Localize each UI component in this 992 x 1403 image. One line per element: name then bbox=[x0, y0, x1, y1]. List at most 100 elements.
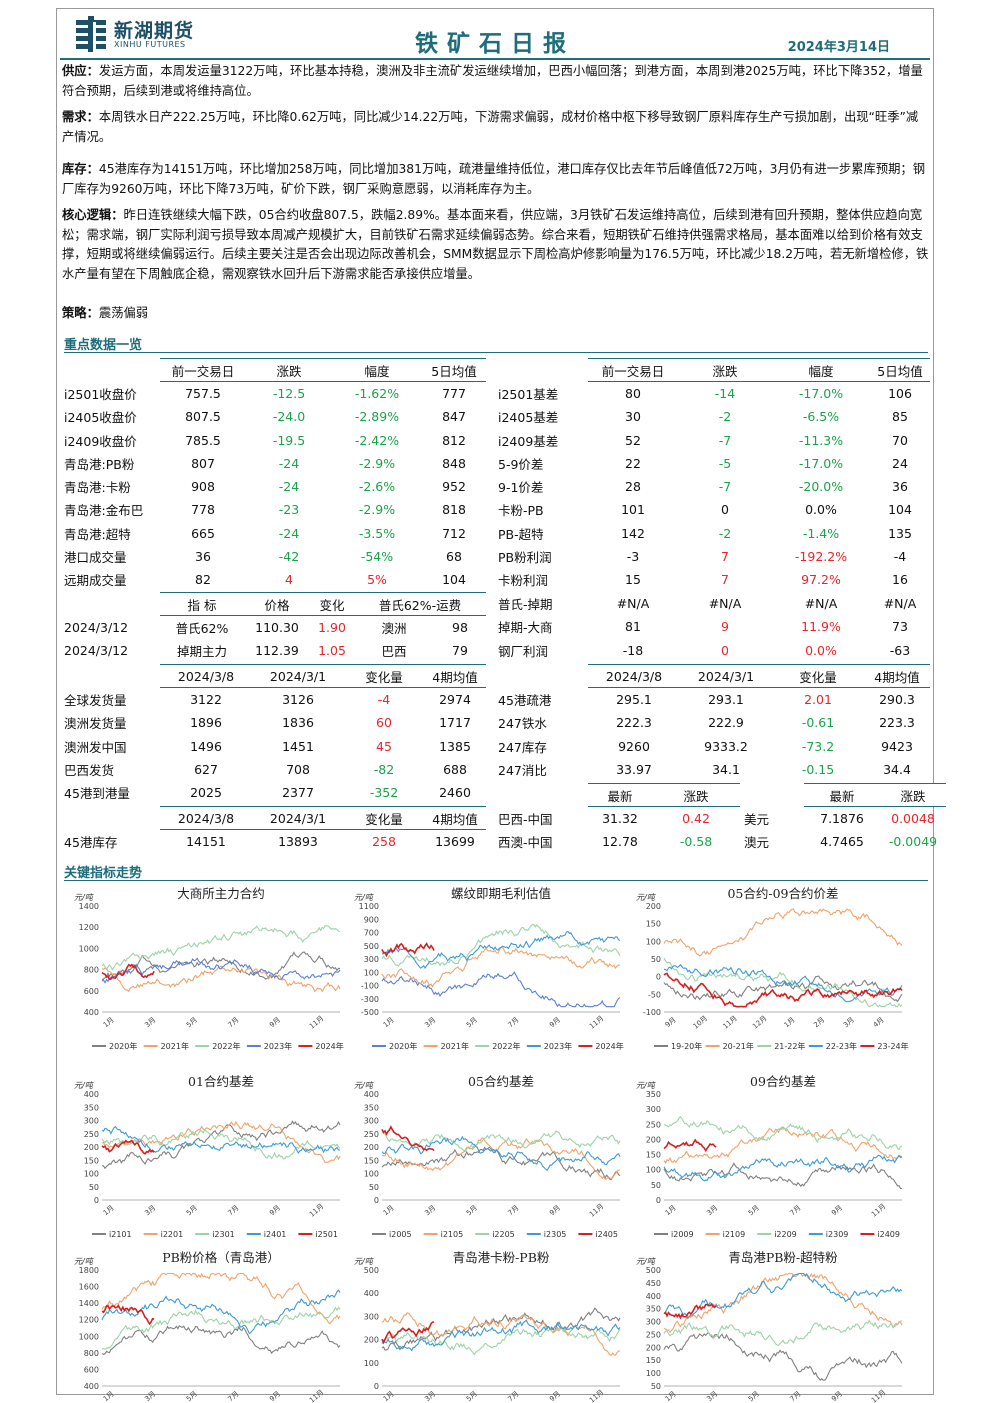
y-tick-label: 0 bbox=[94, 1196, 99, 1205]
x-tick-label: 3月 bbox=[705, 1204, 719, 1218]
fund-right-table-cell: 34.1 bbox=[712, 761, 740, 777]
swap-table-cell: 73 bbox=[892, 619, 908, 635]
fund-right-table-cell: 33.97 bbox=[616, 761, 652, 777]
fund-right-table-cell: 222.3 bbox=[616, 715, 652, 731]
y-tick-label: 50 bbox=[651, 1382, 661, 1391]
series-line bbox=[381, 923, 621, 967]
legend-label: i2301 bbox=[212, 1230, 235, 1239]
spread-table-cell: 70 bbox=[892, 432, 908, 448]
index-table-row: 2024/3/12 掉期主力 112.39 1.05 巴西 79 bbox=[62, 639, 486, 662]
y-tick-label: 350 bbox=[646, 1090, 661, 1099]
x-tick-label: 3月 bbox=[705, 1390, 719, 1403]
series-line bbox=[381, 1321, 435, 1345]
chart-1: 大商所主力合约 元/吨 1400 1200 1000 800 600 400 1月 3月 5月 7月 9… bbox=[70, 886, 360, 1076]
chart-unit: 元/吨 bbox=[74, 1081, 94, 1090]
price-table-cell: 807 bbox=[191, 455, 215, 471]
price-table-cell: 青岛港:PB粉 bbox=[64, 456, 135, 472]
price-table-header-1: 前一交易日 bbox=[160, 357, 246, 383]
fund-left-table-cell: 3126 bbox=[282, 692, 314, 708]
spread-table-cell: 0.0% bbox=[805, 502, 837, 518]
fund-left-table-cell: 1836 bbox=[282, 715, 314, 731]
x-tick-label: 1月 bbox=[382, 1204, 396, 1218]
logic-paragraph: 核心逻辑：昨日连铁继续大幅下跌，05合约收盘807.5，跌幅2.89%。基本面来… bbox=[62, 206, 930, 284]
fund-right-table-row: 247库存 9260 9333.2 -73.2 9423 bbox=[496, 734, 930, 757]
price-table-cell: -23 bbox=[278, 502, 300, 518]
report-date: 2024年3月14日 bbox=[787, 40, 890, 55]
price-table-cell: 952 bbox=[442, 479, 466, 495]
spread-table-header-4: 5日均值 bbox=[870, 357, 930, 383]
spread-table-cell: 85 bbox=[892, 409, 908, 425]
fund-left-table: 基 本 面 2024/3/8 2024/3/1 变化量 4期均值 全球发货量 3122 312… bbox=[62, 663, 486, 804]
strategy-paragraph: 策略：震荡偏弱 bbox=[62, 304, 930, 324]
fund-left2-table-header-4: 4期均值 bbox=[424, 805, 486, 831]
y-tick-label: 250 bbox=[646, 1330, 661, 1339]
y-tick-label: 900 bbox=[364, 915, 379, 924]
fund-left2-table: 基 本 面 2024/3/8 2024/3/1 变化量 4期均值 45港库存 14151 13… bbox=[62, 805, 486, 853]
logo-en: XINHU FUTURES bbox=[114, 40, 186, 49]
spread-table-cell: -11.3% bbox=[798, 432, 844, 448]
chart-title: 05合约基差 bbox=[468, 1074, 534, 1089]
y-tick-label: 300 bbox=[364, 1117, 379, 1126]
y-tick-label: 150 bbox=[646, 920, 661, 929]
price-table-header-2: 涨跌 bbox=[246, 357, 332, 383]
y-tick-label: 50 bbox=[89, 1183, 99, 1192]
x-tick-label: 7月 bbox=[507, 1204, 521, 1218]
fund-right-table-cell: 247库存 bbox=[498, 739, 547, 755]
y-tick-label: 0 bbox=[656, 1196, 661, 1205]
x-tick-label: 9月 bbox=[548, 1390, 562, 1403]
series-line bbox=[663, 1319, 903, 1346]
price-table-cell: 757.5 bbox=[185, 386, 221, 402]
spread-table-cell: -7 bbox=[718, 479, 732, 495]
spread-table-cell: 7 bbox=[721, 549, 729, 565]
series-line bbox=[663, 1162, 902, 1190]
series-line bbox=[101, 1272, 341, 1325]
spread-table-cell: PB粉利润 bbox=[498, 550, 552, 566]
swap-table: 普氏-掉期 #N/A #N/A #N/A #N/A 掉期-大商 81 9 11.9% 73 钢厂利润… bbox=[496, 592, 930, 662]
x-tick-label: 5月 bbox=[747, 1390, 761, 1403]
swap-table-cell: 钢厂利润 bbox=[498, 643, 549, 659]
price-table-cell: 104 bbox=[442, 572, 466, 588]
index-table-header-3: 变化 bbox=[310, 591, 354, 617]
swap-table-cell: 9 bbox=[721, 619, 729, 635]
index-table-cell: 2024/3/12 bbox=[64, 619, 129, 635]
fx-table-header-1: 最新 bbox=[804, 782, 880, 808]
spread-table-row: 卡粉-PB 101 0 0.0% 104 bbox=[496, 498, 930, 521]
x-tick-label: 5月 bbox=[465, 1390, 479, 1403]
fx-table-cell: 澳元 bbox=[744, 835, 770, 851]
y-tick-label: -100 bbox=[643, 1008, 661, 1017]
y-tick-label: -100 bbox=[361, 982, 379, 991]
fund-left-table-cell: 60 bbox=[376, 715, 392, 731]
page-frame bbox=[56, 8, 934, 1395]
chart-title: 大商所主力合约 bbox=[177, 886, 265, 901]
spread-table-cell: 36 bbox=[892, 479, 908, 495]
fund-left-table-cell: 688 bbox=[443, 761, 467, 777]
series-line bbox=[101, 1324, 341, 1356]
fx-table: 汇 率最新 涨跌 美元 7.1876 0.0048 澳元 4.7465 -0.0049 bbox=[742, 782, 946, 853]
x-tick-label: 9月 bbox=[268, 1390, 282, 1403]
freight-table-row: 西澳-中国 12.78 -0.58 bbox=[496, 830, 740, 853]
x-tick-label: 7月 bbox=[507, 1016, 521, 1030]
fx-table-cell: -0.0049 bbox=[888, 834, 938, 850]
price-table-cell: -54% bbox=[360, 549, 394, 565]
fund-right-table-cell: 293.1 bbox=[708, 692, 744, 708]
y-tick-label: 500 bbox=[364, 1266, 379, 1275]
fund-left-table-cell: 巴西发货 bbox=[64, 762, 115, 778]
company-logo: 新湖期货 XINHU FUTURES bbox=[74, 14, 204, 54]
legend-label: i2005 bbox=[389, 1230, 412, 1239]
chart-5: 05合约基差 元/吨 400 350 300 250 200 150 100 50 0 1月 3月 5月 7… bbox=[350, 1074, 640, 1264]
x-tick-label: 9月 bbox=[268, 1016, 282, 1030]
chart-title: 青岛港PB粉-超特粉 bbox=[728, 1250, 838, 1265]
x-tick-label: 9月 bbox=[548, 1204, 562, 1218]
spread-table-cell: -4 bbox=[893, 549, 907, 565]
legend-label: i2405 bbox=[595, 1230, 618, 1239]
spread-table-cell: i2409基差 bbox=[498, 433, 559, 449]
legend-label: i2401 bbox=[264, 1230, 287, 1239]
x-tick-label: 7月 bbox=[227, 1204, 241, 1218]
series-line bbox=[663, 957, 903, 1008]
price-table-row: i2409收盘价 785.5 -19.5 -2.42% 812 bbox=[62, 428, 486, 451]
spread-table-row: 5-9价差 22 -5 -17.0% 24 bbox=[496, 452, 930, 475]
demand-label: 需求： bbox=[62, 110, 99, 124]
series-line bbox=[381, 1146, 621, 1181]
fund-right-table-header-1: 2024/3/8 bbox=[588, 663, 680, 689]
chart-unit: 元/吨 bbox=[354, 893, 374, 902]
